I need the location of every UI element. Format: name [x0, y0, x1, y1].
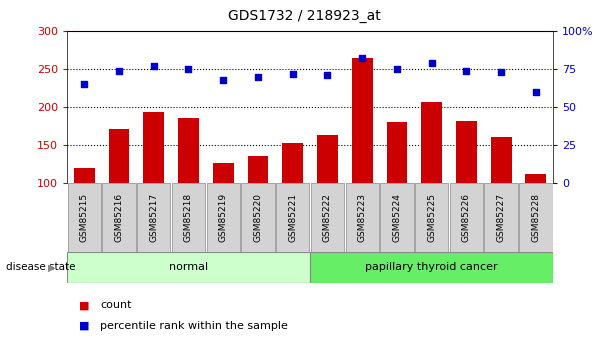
Point: [427, 60, 437, 66]
FancyBboxPatch shape: [450, 183, 483, 252]
Text: ■: ■: [79, 321, 89, 331]
Bar: [247, 156, 268, 183]
Text: GSM85228: GSM85228: [531, 193, 541, 242]
FancyBboxPatch shape: [67, 183, 101, 252]
Bar: [178, 118, 199, 183]
Point: [496, 69, 506, 75]
Text: GSM85220: GSM85220: [254, 193, 263, 242]
Bar: [491, 137, 511, 183]
Point: [80, 81, 89, 87]
FancyBboxPatch shape: [102, 183, 136, 252]
FancyBboxPatch shape: [485, 183, 518, 252]
Text: papillary thyroid cancer: papillary thyroid cancer: [365, 263, 498, 272]
Text: GSM85219: GSM85219: [219, 193, 228, 242]
Text: ▶: ▶: [48, 263, 55, 272]
Text: GSM85225: GSM85225: [427, 193, 436, 242]
Bar: [109, 129, 130, 183]
Point: [461, 68, 471, 73]
Text: GSM85222: GSM85222: [323, 193, 332, 242]
Bar: [143, 112, 164, 183]
Point: [114, 68, 124, 73]
FancyBboxPatch shape: [241, 183, 275, 252]
Point: [288, 71, 297, 76]
Text: GSM85224: GSM85224: [392, 193, 401, 242]
FancyBboxPatch shape: [415, 183, 448, 252]
Text: GSM85227: GSM85227: [497, 193, 506, 242]
Text: GSM85223: GSM85223: [358, 193, 367, 242]
FancyBboxPatch shape: [310, 252, 553, 283]
Text: GSM85215: GSM85215: [80, 193, 89, 242]
Text: count: count: [100, 300, 132, 310]
Point: [358, 56, 367, 61]
Point: [253, 74, 263, 79]
Bar: [525, 174, 547, 183]
Point: [531, 89, 541, 95]
Bar: [282, 142, 303, 183]
Text: GSM85217: GSM85217: [149, 193, 158, 242]
Point: [392, 66, 402, 72]
Bar: [387, 122, 407, 183]
FancyBboxPatch shape: [519, 183, 553, 252]
Text: GDS1732 / 218923_at: GDS1732 / 218923_at: [227, 9, 381, 23]
Bar: [317, 135, 338, 183]
Bar: [213, 163, 233, 183]
FancyBboxPatch shape: [67, 252, 310, 283]
Bar: [421, 102, 442, 183]
FancyBboxPatch shape: [276, 183, 309, 252]
FancyBboxPatch shape: [172, 183, 205, 252]
Point: [149, 63, 159, 69]
FancyBboxPatch shape: [137, 183, 170, 252]
Bar: [352, 58, 373, 183]
FancyBboxPatch shape: [380, 183, 413, 252]
Text: normal: normal: [169, 263, 208, 272]
Point: [218, 77, 228, 82]
Text: ■: ■: [79, 300, 89, 310]
Bar: [456, 121, 477, 183]
Text: GSM85218: GSM85218: [184, 193, 193, 242]
FancyBboxPatch shape: [311, 183, 344, 252]
Bar: [74, 168, 95, 183]
Text: GSM85226: GSM85226: [462, 193, 471, 242]
FancyBboxPatch shape: [207, 183, 240, 252]
Text: disease state: disease state: [6, 263, 75, 272]
Text: GSM85221: GSM85221: [288, 193, 297, 242]
Text: percentile rank within the sample: percentile rank within the sample: [100, 321, 288, 331]
Text: GSM85216: GSM85216: [114, 193, 123, 242]
Point: [184, 66, 193, 72]
FancyBboxPatch shape: [345, 183, 379, 252]
Point: [323, 72, 333, 78]
